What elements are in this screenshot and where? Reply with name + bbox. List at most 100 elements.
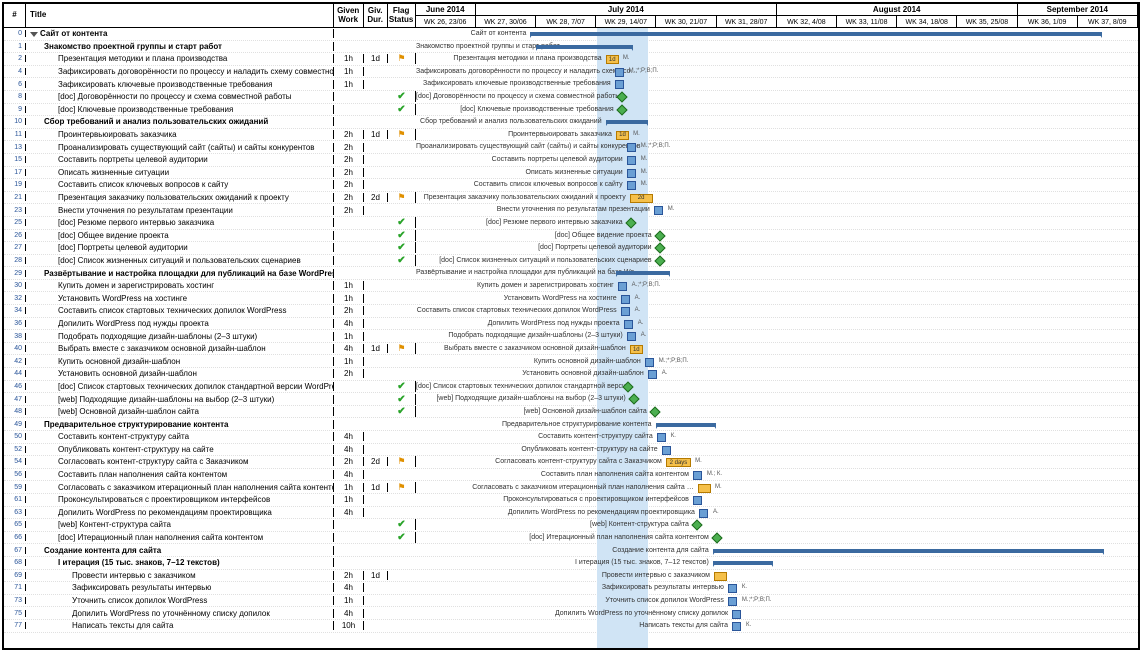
week-header[interactable]: WK 35, 25/08 [957, 16, 1017, 28]
given-work-cell[interactable]: 1h [334, 294, 364, 303]
week-header[interactable]: WK 30, 21/07 [656, 16, 716, 28]
given-work-cell[interactable]: 4h [334, 432, 364, 441]
given-work-cell[interactable]: 2h [334, 180, 364, 189]
given-work-cell[interactable]: 2h [334, 306, 364, 315]
given-work-cell[interactable]: 1h [334, 332, 364, 341]
task-bar[interactable] [693, 471, 702, 480]
milestone-icon[interactable] [711, 532, 722, 543]
task-bar[interactable] [648, 370, 657, 379]
summary-bar[interactable] [616, 271, 670, 275]
week-header[interactable]: WK 32, 4/08 [777, 16, 837, 28]
task-bar[interactable] [627, 181, 636, 190]
given-work-cell[interactable]: 2h [334, 571, 364, 580]
col-gd-header[interactable]: Giv. Dur. [364, 4, 388, 27]
flag-status-cell[interactable]: ✔ [388, 394, 416, 405]
given-work-cell[interactable]: 2h [334, 168, 364, 177]
flag-status-cell[interactable]: ⚑ [388, 343, 416, 354]
milestone-icon[interactable] [654, 230, 665, 241]
given-work-cell[interactable]: 4h [334, 609, 364, 618]
task-bar[interactable] [618, 282, 627, 291]
given-work-cell[interactable]: 10h [334, 621, 364, 630]
given-work-cell[interactable]: 1h [334, 80, 364, 89]
task-bar[interactable] [732, 622, 741, 631]
task-duration-bar[interactable] [698, 484, 711, 493]
col-gw-header[interactable]: Given Work [334, 4, 364, 27]
given-work-cell[interactable]: 1h [334, 67, 364, 76]
flag-status-cell[interactable]: ✔ [388, 104, 416, 115]
milestone-icon[interactable] [654, 255, 665, 266]
given-dur-cell[interactable]: 1d [364, 483, 388, 492]
given-work-cell[interactable]: 4h [334, 445, 364, 454]
flag-status-cell[interactable]: ⚑ [388, 129, 416, 140]
flag-status-cell[interactable]: ⚑ [388, 482, 416, 493]
given-work-cell[interactable]: 1h [334, 281, 364, 290]
task-bar[interactable] [728, 597, 737, 606]
summary-bar[interactable] [713, 561, 773, 565]
summary-bar[interactable] [713, 549, 1104, 553]
task-bar[interactable] [627, 169, 636, 178]
given-work-cell[interactable]: 1h [334, 54, 364, 63]
flag-status-cell[interactable]: ⚑ [388, 456, 416, 467]
week-header[interactable]: WK 26, 23/06 [416, 16, 476, 28]
month-header[interactable]: September 2014 [1018, 4, 1138, 16]
flag-status-cell[interactable]: ⚑ [388, 53, 416, 64]
given-work-cell[interactable]: 1h [334, 357, 364, 366]
given-dur-cell[interactable]: 2d [364, 193, 388, 202]
flag-status-cell[interactable]: ✔ [388, 217, 416, 228]
given-work-cell[interactable]: 2h [334, 369, 364, 378]
col-title-header[interactable]: Title [26, 4, 334, 27]
week-header[interactable]: WK 29, 14/07 [596, 16, 656, 28]
summary-bar[interactable] [530, 32, 1102, 36]
task-duration-bar[interactable]: 1d [616, 131, 629, 140]
given-work-cell[interactable]: 2h [334, 130, 364, 139]
task-duration-bar[interactable] [714, 572, 727, 581]
month-header[interactable]: July 2014 [476, 4, 777, 16]
given-work-cell[interactable]: 4h [334, 319, 364, 328]
task-bar[interactable] [693, 496, 702, 505]
collapse-icon[interactable] [30, 32, 38, 37]
summary-bar[interactable] [536, 45, 632, 49]
flag-status-cell[interactable]: ⚑ [388, 192, 416, 203]
month-header[interactable]: June 2014 [416, 4, 476, 16]
given-work-cell[interactable]: 4h [334, 583, 364, 592]
task-duration-bar[interactable]: 2d [630, 194, 653, 203]
month-header[interactable]: August 2014 [777, 4, 1018, 16]
flag-status-cell[interactable]: ✔ [388, 230, 416, 241]
summary-bar[interactable] [606, 120, 648, 124]
flag-status-cell[interactable]: ✔ [388, 91, 416, 102]
task-bar[interactable] [645, 358, 654, 367]
given-dur-cell[interactable]: 1d [364, 344, 388, 353]
given-work-cell[interactable]: 4h [334, 470, 364, 479]
task-bar[interactable] [657, 433, 666, 442]
given-work-cell[interactable]: 1h [334, 483, 364, 492]
timescale-header[interactable]: June 2014July 2014August 2014September 2… [416, 4, 1138, 27]
task-bar[interactable] [624, 320, 633, 329]
gantt-chart[interactable]: Сайт от контентаЗнакомство проектной гру… [416, 28, 1138, 648]
week-header[interactable]: WK 33, 11/08 [837, 16, 897, 28]
task-bar[interactable] [627, 332, 636, 341]
flag-status-cell[interactable]: ✔ [388, 381, 416, 392]
task-bar[interactable] [728, 584, 737, 593]
task-duration-bar[interactable]: 1d [606, 55, 619, 64]
task-bar[interactable] [615, 68, 624, 77]
week-header[interactable]: WK 27, 30/06 [476, 16, 536, 28]
task-bar[interactable] [662, 446, 671, 455]
given-work-cell[interactable]: 2h [334, 143, 364, 152]
task-duration-bar[interactable]: 2 days [666, 458, 691, 467]
flag-status-cell[interactable]: ✔ [388, 532, 416, 543]
given-work-cell[interactable]: 1h [334, 596, 364, 605]
task-bar[interactable] [627, 143, 636, 152]
given-dur-cell[interactable]: 2d [364, 457, 388, 466]
week-header[interactable]: WK 34, 18/08 [897, 16, 957, 28]
given-work-cell[interactable]: 1h [334, 495, 364, 504]
week-header[interactable]: WK 31, 28/07 [717, 16, 777, 28]
task-bar[interactable] [621, 307, 630, 316]
given-dur-cell[interactable]: 1d [364, 130, 388, 139]
task-bar[interactable] [699, 509, 708, 518]
given-dur-cell[interactable]: 1d [364, 54, 388, 63]
given-work-cell[interactable]: 2h [334, 457, 364, 466]
week-header[interactable]: WK 36, 1/09 [1018, 16, 1078, 28]
milestone-icon[interactable] [649, 406, 660, 417]
task-bar[interactable] [732, 610, 741, 619]
given-work-cell[interactable]: 4h [334, 508, 364, 517]
